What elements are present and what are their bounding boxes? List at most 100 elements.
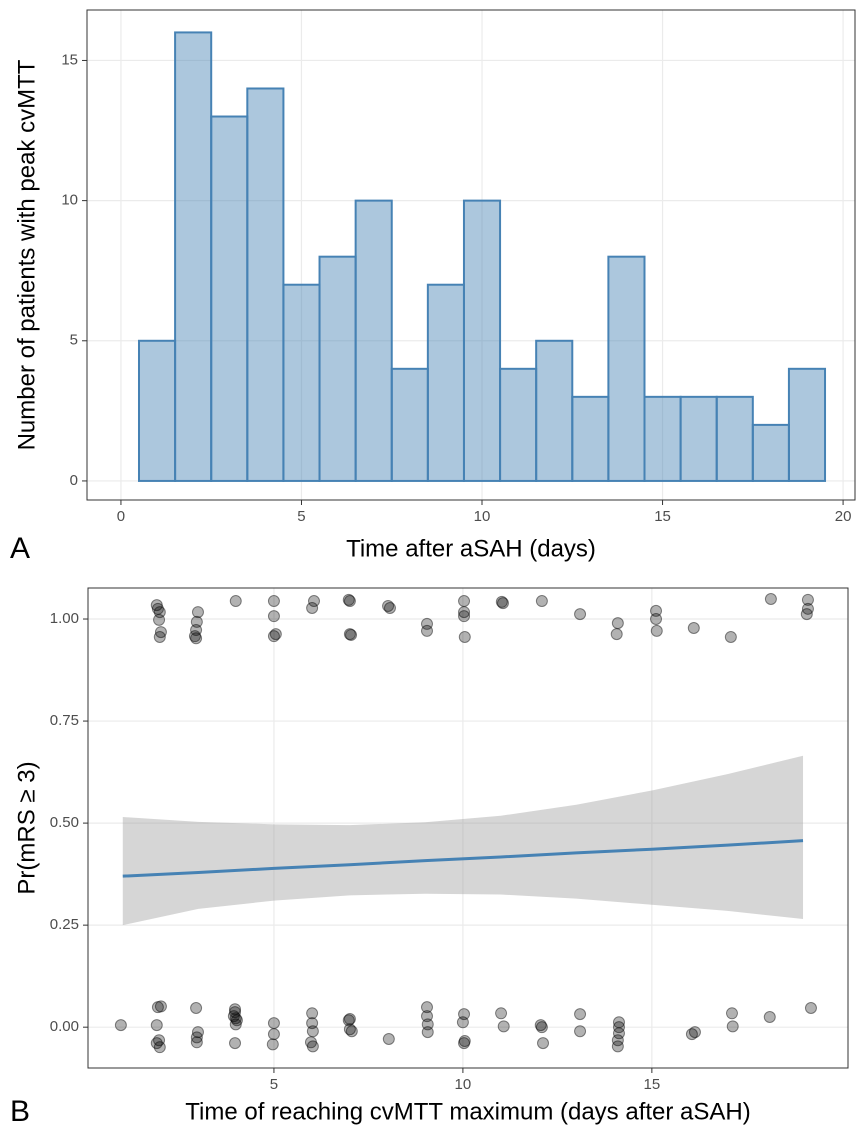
point — [229, 1006, 242, 1019]
y-tick-label: 1.00 — [50, 610, 79, 627]
point — [190, 1036, 203, 1049]
point — [764, 593, 777, 606]
x-axis-title: Time after aSAH (days) — [346, 535, 596, 562]
point — [190, 615, 203, 628]
point — [612, 1027, 625, 1040]
y-tick-label: 15 — [61, 51, 78, 68]
point — [801, 593, 814, 606]
plot-border — [87, 587, 849, 1069]
point — [267, 1028, 280, 1041]
point — [267, 630, 280, 643]
bar — [787, 367, 827, 482]
point — [612, 1021, 625, 1034]
y-tick-label: 10 — [61, 192, 78, 209]
x-tick-label: 10 — [455, 1076, 472, 1093]
x-tick-label: 15 — [654, 508, 671, 525]
point — [421, 1026, 434, 1039]
plot-background — [87, 10, 855, 500]
point — [421, 1018, 434, 1031]
bar — [679, 395, 718, 482]
point — [306, 1017, 319, 1030]
y-tick-label: 0.75 — [50, 712, 79, 729]
point — [688, 1026, 701, 1039]
point — [229, 1012, 242, 1025]
point — [267, 610, 280, 623]
point — [345, 628, 358, 641]
point — [458, 630, 471, 643]
point — [190, 632, 203, 645]
point — [534, 1019, 547, 1032]
point — [650, 604, 663, 617]
confidence-band — [122, 755, 804, 926]
x-tick-label: 20 — [835, 508, 852, 525]
point — [154, 1000, 167, 1013]
point — [724, 630, 737, 643]
point — [190, 624, 203, 637]
point — [537, 1037, 550, 1050]
point — [535, 595, 548, 608]
point — [304, 1036, 317, 1049]
bar — [462, 199, 502, 482]
point — [611, 1034, 624, 1047]
point — [153, 613, 166, 626]
point — [306, 1007, 319, 1020]
point — [420, 1010, 433, 1023]
point — [343, 628, 356, 641]
point — [763, 1010, 776, 1023]
point — [229, 1018, 242, 1031]
plot-border — [86, 9, 856, 501]
bar — [282, 283, 321, 482]
point — [306, 1040, 319, 1053]
point — [458, 606, 471, 619]
point — [153, 630, 166, 643]
point — [574, 1025, 587, 1038]
point — [114, 1019, 127, 1032]
y-tick-label: 0 — [70, 472, 78, 489]
point — [229, 1037, 242, 1050]
point — [188, 630, 201, 643]
point — [154, 626, 167, 639]
point — [230, 1014, 243, 1027]
point — [458, 1035, 471, 1048]
point — [345, 1025, 358, 1038]
point — [153, 1041, 166, 1054]
point — [151, 602, 164, 615]
point — [306, 1025, 319, 1038]
point — [611, 1040, 624, 1053]
y-tick-label: 5 — [70, 332, 78, 349]
point — [496, 597, 509, 610]
point — [190, 1031, 203, 1044]
point — [420, 617, 433, 630]
point — [420, 1001, 433, 1014]
bar — [354, 199, 393, 482]
point — [650, 613, 663, 626]
point — [610, 628, 623, 641]
point — [343, 1013, 356, 1026]
point — [458, 610, 471, 623]
point — [150, 1037, 163, 1050]
point — [151, 1001, 164, 1014]
bar — [715, 395, 754, 482]
point — [306, 602, 319, 614]
panel-label: B — [10, 1095, 30, 1128]
point — [382, 1033, 395, 1046]
bar — [535, 339, 574, 482]
point — [307, 595, 320, 608]
point — [343, 1023, 356, 1036]
x-tick-label: 15 — [644, 1076, 661, 1093]
point — [495, 595, 508, 608]
point — [726, 1020, 739, 1033]
x-axis-title: Time of reaching cvMTT maximum (days aft… — [185, 1098, 750, 1125]
point — [382, 599, 395, 612]
point — [650, 624, 663, 637]
bar — [137, 339, 177, 482]
point — [229, 595, 242, 608]
point — [801, 602, 814, 615]
point — [266, 1038, 279, 1051]
panel-label: A — [10, 532, 30, 565]
point — [800, 608, 813, 621]
point — [150, 599, 163, 612]
point — [383, 602, 396, 614]
point — [227, 1010, 240, 1023]
point — [687, 622, 700, 634]
